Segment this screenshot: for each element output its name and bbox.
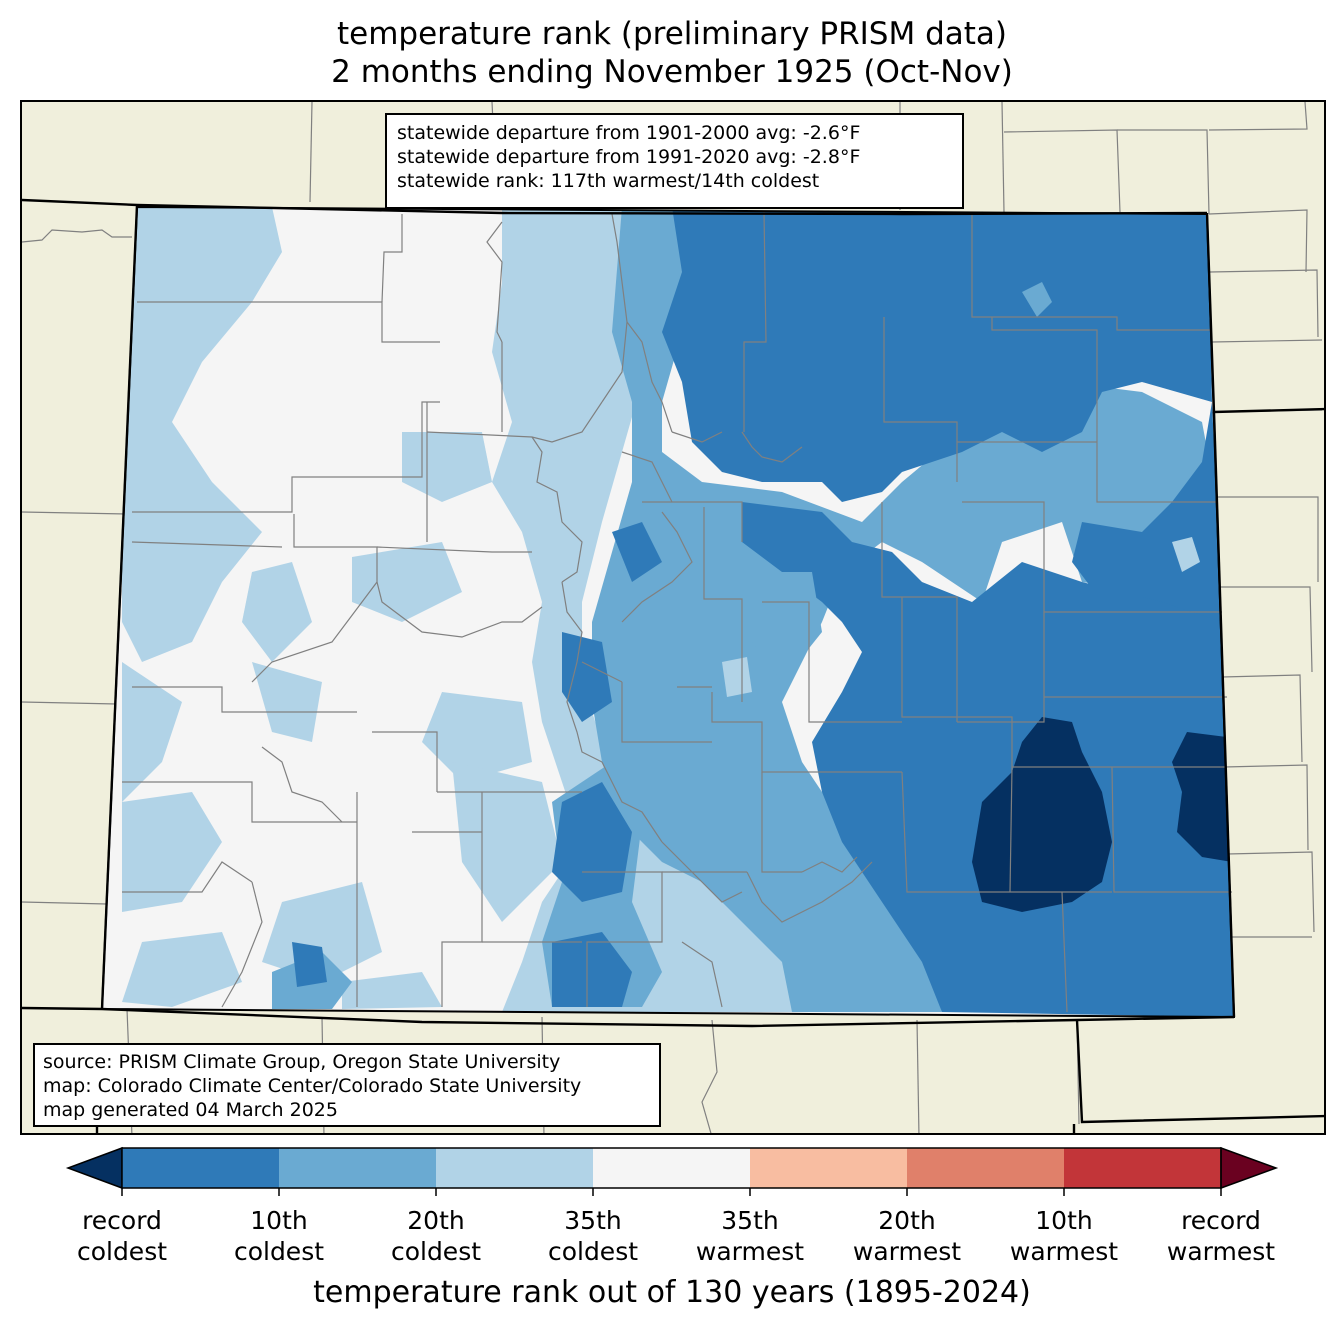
colorbar-label-record-coldest: record coldest bbox=[76, 1206, 168, 1266]
colorbar-seg-coldest-10 bbox=[122, 1148, 279, 1188]
colorbar-label-20th-warmest: 20th warmest bbox=[852, 1206, 962, 1266]
map-credit-line: map: Colorado Climate Center/Colorado St… bbox=[43, 1075, 582, 1097]
colorbar-seg-coldest-20 bbox=[279, 1148, 436, 1188]
source-box: source: PRISM Climate Group, Oregon Stat… bbox=[33, 1043, 661, 1127]
colorbar-label-10th-warmest: 10th warmest bbox=[1009, 1206, 1119, 1266]
map-title-line-1: temperature rank (preliminary PRISM data… bbox=[336, 16, 1007, 52]
map-title-line-2: 2 months ending November 1925 (Oct-Nov) bbox=[331, 54, 1013, 90]
stats-departure-1991-2020: statewide departure from 1991-2020 avg: … bbox=[397, 146, 861, 168]
generated-date-line: map generated 04 March 2025 bbox=[43, 1099, 338, 1121]
statewide-stats-box: statewide departure from 1901-2000 avg: … bbox=[385, 113, 964, 209]
colorbar-extend-cold bbox=[65, 1146, 123, 1190]
source-line: source: PRISM Climate Group, Oregon Stat… bbox=[43, 1051, 561, 1073]
colorbar-title: temperature rank out of 130 years (1895-… bbox=[313, 1275, 1031, 1310]
stats-departure-1901-2000: statewide departure from 1901-2000 avg: … bbox=[397, 122, 861, 144]
colorado-outline bbox=[100, 205, 1236, 1019]
colorbar-seg-warmest-35 bbox=[750, 1148, 907, 1188]
colorbar-label-35th-warmest: 35th warmest bbox=[695, 1206, 805, 1266]
map-panel: statewide departure from 1901-2000 avg: … bbox=[20, 100, 1326, 1135]
colorbar-seg-warmest-10 bbox=[1064, 1148, 1221, 1188]
rank-contours bbox=[122, 207, 1234, 1017]
stats-statewide-rank: statewide rank: 117th warmest/14th colde… bbox=[397, 170, 820, 192]
colorbar-label-record-warmest: record warmest bbox=[1166, 1206, 1276, 1266]
colorado-rank-map bbox=[22, 102, 1324, 1133]
county-boundaries bbox=[122, 211, 1232, 1013]
colorbar-seg-coldest-35 bbox=[436, 1148, 593, 1188]
colorbar-label-35th-coldest: 35th coldest bbox=[547, 1206, 639, 1266]
colorbar-label-20th-coldest: 20th coldest bbox=[390, 1206, 482, 1266]
colorbar-extend-warm bbox=[1220, 1146, 1279, 1190]
colorbar-label-10th-coldest: 10th coldest bbox=[233, 1206, 325, 1266]
colorbar-seg-near-normal bbox=[593, 1148, 750, 1188]
colorbar-seg-warmest-20 bbox=[907, 1148, 1064, 1188]
